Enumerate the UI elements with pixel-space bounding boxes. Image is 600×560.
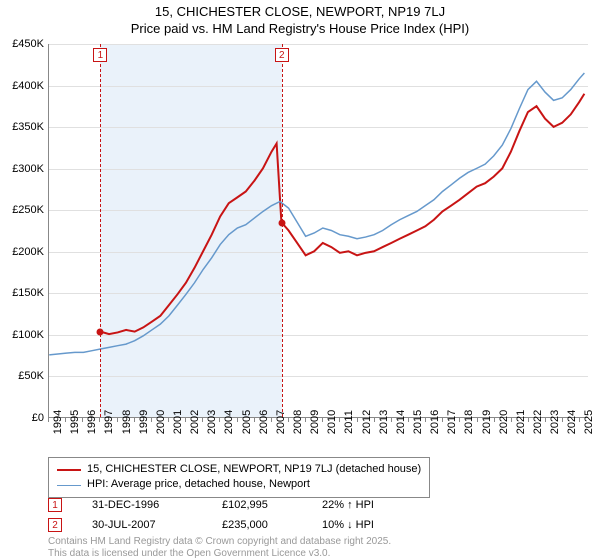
sale-marker-box: 2: [275, 48, 289, 62]
y-axis-label: £450K: [0, 38, 44, 50]
y-axis-label: £200K: [0, 246, 44, 258]
legend-label: HPI: Average price, detached house, Newp…: [87, 477, 310, 492]
sale-hpi: 10% ↓ HPI: [322, 519, 462, 531]
plot-area: 12: [48, 44, 588, 418]
y-axis-label: £50K: [0, 370, 44, 382]
x-axis-label: 2006: [258, 410, 270, 434]
sales-table: 1 31-DEC-1996 £102,995 22% ↑ HPI 2 30-JU…: [48, 495, 462, 535]
y-axis-label: £350K: [0, 121, 44, 133]
series-property: [100, 94, 584, 334]
sale-row: 2 30-JUL-2007 £235,000 10% ↓ HPI: [48, 515, 462, 535]
title-line2: Price paid vs. HM Land Registry's House …: [131, 21, 469, 36]
line-series: [49, 44, 588, 417]
y-axis-label: £400K: [0, 80, 44, 92]
x-axis-label: 2022: [532, 410, 544, 434]
x-axis-label: 2011: [343, 410, 355, 434]
footer-line2: This data is licensed under the Open Gov…: [48, 548, 330, 559]
chart-title: 15, CHICHESTER CLOSE, NEWPORT, NP19 7LJ …: [0, 0, 600, 38]
x-axis-label: 2004: [223, 410, 235, 434]
series-hpi: [49, 73, 584, 355]
x-axis-label: 2019: [481, 410, 493, 434]
x-axis-label: 1995: [69, 410, 81, 434]
x-axis-label: 2023: [549, 410, 561, 434]
x-axis-label: 2016: [429, 410, 441, 434]
x-axis-label: 2013: [378, 410, 390, 434]
chart-container: 15, CHICHESTER CLOSE, NEWPORT, NP19 7LJ …: [0, 0, 600, 560]
x-axis-label: 2012: [361, 410, 373, 434]
legend-swatch: [57, 469, 81, 471]
x-axis-label: 2005: [241, 410, 253, 434]
x-axis-label: 1998: [121, 410, 133, 434]
x-axis-label: 2007: [275, 410, 287, 434]
x-axis-label: 2014: [395, 410, 407, 434]
legend-item: 15, CHICHESTER CLOSE, NEWPORT, NP19 7LJ …: [57, 462, 421, 477]
sale-date: 30-JUL-2007: [92, 519, 222, 531]
y-axis-label: £300K: [0, 163, 44, 175]
x-axis-label: 2008: [292, 410, 304, 434]
x-axis-label: 1994: [52, 410, 64, 434]
sale-marker-box: 1: [93, 48, 107, 62]
attribution-footer: Contains HM Land Registry data © Crown c…: [48, 536, 391, 560]
legend: 15, CHICHESTER CLOSE, NEWPORT, NP19 7LJ …: [48, 457, 430, 498]
x-axis-label: 2001: [172, 410, 184, 434]
x-axis-label: 2003: [206, 410, 218, 434]
legend-label: 15, CHICHESTER CLOSE, NEWPORT, NP19 7LJ …: [87, 462, 421, 477]
sale-date: 31-DEC-1996: [92, 499, 222, 511]
x-axis-label: 2000: [155, 410, 167, 434]
x-axis-label: 1999: [138, 410, 150, 434]
y-axis-label: £150K: [0, 287, 44, 299]
sale-hpi: 22% ↑ HPI: [322, 499, 462, 511]
sale-price: £102,995: [222, 499, 322, 511]
sale-row: 1 31-DEC-1996 £102,995 22% ↑ HPI: [48, 495, 462, 515]
footer-line1: Contains HM Land Registry data © Crown c…: [48, 536, 391, 547]
sale-line: [100, 44, 101, 417]
sale-line: [282, 44, 283, 417]
sale-index-box: 1: [48, 498, 62, 512]
sale-price: £235,000: [222, 519, 322, 531]
x-axis-label: 2024: [566, 410, 578, 434]
y-axis-label: £0: [0, 412, 44, 424]
x-axis-label: 2021: [515, 410, 527, 434]
x-axis-label: 2010: [326, 410, 338, 434]
x-axis-label: 1996: [86, 410, 98, 434]
sale-index-box: 2: [48, 518, 62, 532]
y-axis-label: £250K: [0, 204, 44, 216]
x-axis-label: 2020: [498, 410, 510, 434]
x-axis-label: 2002: [189, 410, 201, 434]
sale-dot: [278, 219, 285, 226]
title-line1: 15, CHICHESTER CLOSE, NEWPORT, NP19 7LJ: [155, 4, 445, 19]
legend-swatch: [57, 485, 81, 486]
y-axis-label: £100K: [0, 329, 44, 341]
x-axis-label: 2018: [463, 410, 475, 434]
x-axis-label: 2009: [309, 410, 321, 434]
x-axis-label: 2025: [583, 410, 595, 434]
sale-dot: [97, 329, 104, 336]
legend-item: HPI: Average price, detached house, Newp…: [57, 477, 421, 492]
x-axis-label: 1997: [103, 410, 115, 434]
x-axis-label: 2015: [412, 410, 424, 434]
x-axis-label: 2017: [446, 410, 458, 434]
